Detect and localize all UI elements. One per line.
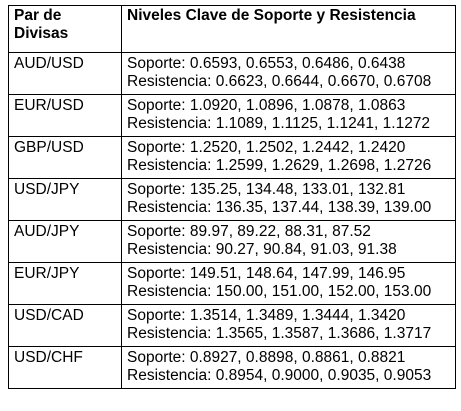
table-row: AUD/USD Soporte: 0.6593, 0.6553, 0.6486,… — [8, 52, 456, 95]
table-row: GBP/USD Soporte: 1.2520, 1.2502, 1.2442,… — [8, 136, 456, 179]
support-levels: Soporte: 1.3514, 1.3489, 1.3444, 1.3420 — [127, 307, 406, 324]
levels-cell: Soporte: 89.97, 89.22, 88.31, 87.52 Resi… — [121, 220, 456, 263]
resistance-levels: Resistencia: 90.27, 90.84, 91.03, 91.38 — [127, 241, 397, 258]
resistance-levels: Resistencia: 0.8954, 0.9000, 0.9035, 0.9… — [127, 367, 432, 384]
header-currency-pair: Par de Divisas — [8, 5, 122, 53]
levels-cell: Soporte: 135.25, 134.48, 133.01, 132.81 … — [121, 178, 456, 221]
resistance-levels: Resistencia: 1.3565, 1.3587, 1.3686, 1.3… — [127, 325, 432, 342]
support-levels: Soporte: 89.97, 89.22, 88.31, 87.52 — [127, 223, 371, 240]
levels-cell: Soporte: 0.8927, 0.8898, 0.8861, 0.8821 … — [121, 346, 456, 389]
levels-cell: Soporte: 1.2520, 1.2502, 1.2442, 1.2420 … — [121, 136, 456, 179]
support-levels: Soporte: 1.0920, 1.0896, 1.0878, 1.0863 — [127, 97, 406, 114]
levels-cell: Soporte: 149.51, 148.64, 147.99, 146.95 … — [121, 262, 456, 305]
currency-pair-cell: EUR/USD — [8, 94, 122, 137]
table-row: EUR/USD Soporte: 1.0920, 1.0896, 1.0878,… — [8, 94, 456, 137]
currency-pair-cell: USD/CHF — [8, 346, 122, 389]
resistance-levels: Resistencia: 0.6623, 0.6644, 0.6670, 0.6… — [127, 73, 432, 90]
resistance-levels: Resistencia: 1.2599, 1.2629, 1.2698, 1.2… — [127, 157, 432, 174]
currency-pair-cell: AUD/JPY — [8, 220, 122, 263]
levels-cell: Soporte: 0.6593, 0.6553, 0.6486, 0.6438 … — [121, 52, 456, 95]
support-levels: Soporte: 149.51, 148.64, 147.99, 146.95 — [127, 265, 406, 282]
support-levels: Soporte: 0.6593, 0.6553, 0.6486, 0.6438 — [127, 55, 406, 72]
levels-table: Par de Divisas Niveles Clave de Soporte … — [8, 5, 456, 389]
table-row: EUR/JPY Soporte: 149.51, 148.64, 147.99,… — [8, 262, 456, 305]
levels-cell: Soporte: 1.3514, 1.3489, 1.3444, 1.3420 … — [121, 304, 456, 347]
header-row: Par de Divisas Niveles Clave de Soporte … — [8, 5, 456, 53]
header-key-levels: Niveles Clave de Soporte y Resistencia — [121, 5, 456, 53]
support-levels: Soporte: 0.8927, 0.8898, 0.8861, 0.8821 — [127, 349, 406, 366]
support-levels: Soporte: 135.25, 134.48, 133.01, 132.81 — [127, 181, 406, 198]
currency-pair-cell: AUD/USD — [8, 52, 122, 95]
levels-cell: Soporte: 1.0920, 1.0896, 1.0878, 1.0863 … — [121, 94, 456, 137]
currency-pair-cell: GBP/USD — [8, 136, 122, 179]
support-levels: Soporte: 1.2520, 1.2502, 1.2442, 1.2420 — [127, 139, 406, 156]
table-row: AUD/JPY Soporte: 89.97, 89.22, 88.31, 87… — [8, 220, 456, 263]
currency-pair-cell: USD/JPY — [8, 178, 122, 221]
table-row: USD/CAD Soporte: 1.3514, 1.3489, 1.3444,… — [8, 304, 456, 347]
resistance-levels: Resistencia: 136.35, 137.44, 138.39, 139… — [127, 199, 432, 216]
table-row: USD/JPY Soporte: 135.25, 134.48, 133.01,… — [8, 178, 456, 221]
resistance-levels: Resistencia: 1.1089, 1.1125, 1.1241, 1.1… — [127, 115, 431, 132]
resistance-levels: Resistencia: 150.00, 151.00, 152.00, 153… — [127, 283, 432, 300]
table-row: USD/CHF Soporte: 0.8927, 0.8898, 0.8861,… — [8, 346, 456, 389]
currency-pair-cell: USD/CAD — [8, 304, 122, 347]
currency-pair-cell: EUR/JPY — [8, 262, 122, 305]
